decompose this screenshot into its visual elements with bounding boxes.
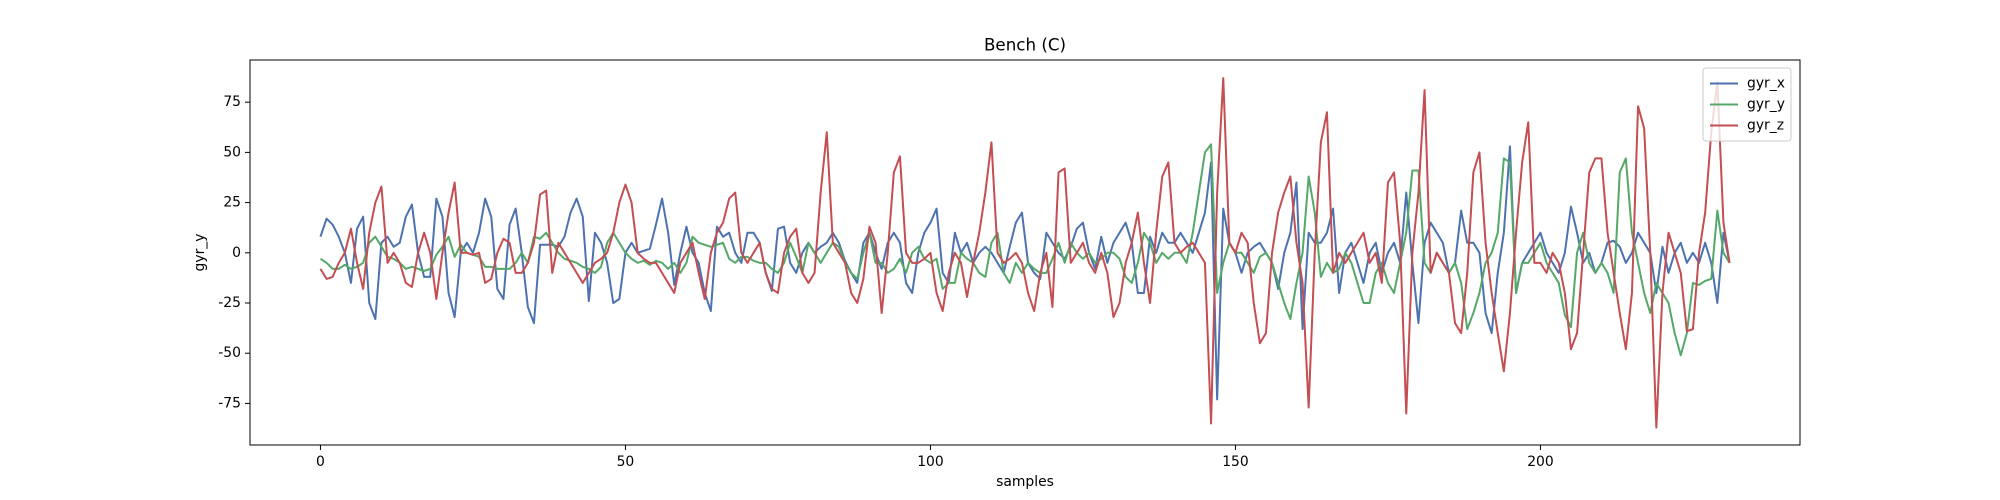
y-axis-label: gyr_y [192, 234, 208, 272]
x-axis-label: samples [996, 474, 1054, 490]
y-tick-label: 50 [223, 144, 241, 160]
x-tick-label: 100 [917, 454, 944, 470]
x-tick-label: 200 [1527, 454, 1554, 470]
y-tick-label: -50 [218, 345, 241, 361]
chart-title: Bench (C) [984, 35, 1066, 55]
y-tick-label: -75 [218, 395, 241, 411]
x-tick-label: 0 [316, 454, 325, 470]
y-tick-label: 0 [232, 245, 241, 261]
y-tick-label: -25 [218, 295, 241, 311]
plot-frame [249, 59, 1801, 446]
legend-label: gyr_y [1747, 97, 1785, 113]
series-line [319, 77, 1731, 429]
x-tick-label: 150 [1222, 454, 1249, 470]
y-tick-label: 25 [223, 195, 241, 211]
x-tick-label: 50 [617, 454, 635, 470]
y-tick-label: 75 [223, 94, 241, 110]
legend-label: gyr_x [1747, 76, 1785, 92]
series-line [319, 145, 1731, 401]
series-line [319, 143, 1731, 357]
legend-box [1702, 67, 1792, 142]
legend-label: gyr_z [1747, 118, 1784, 134]
